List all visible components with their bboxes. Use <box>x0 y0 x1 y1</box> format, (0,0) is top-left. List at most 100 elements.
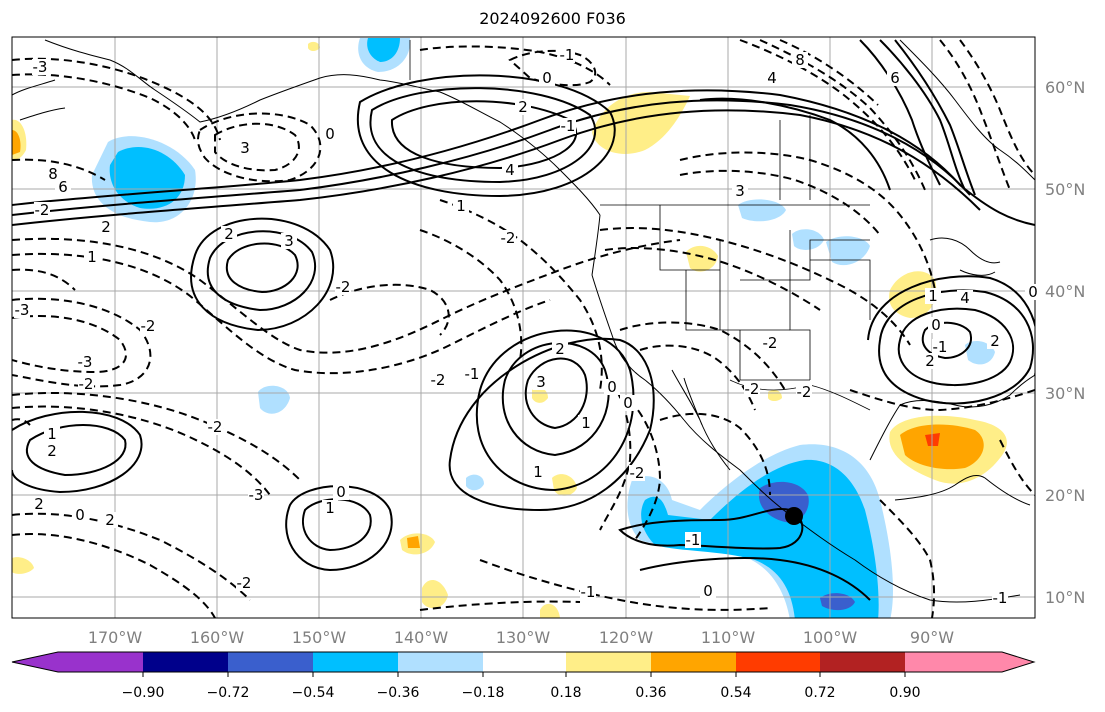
contour-label: 2 <box>47 442 57 460</box>
contour-label-bg <box>237 140 253 156</box>
contour-label: 2 <box>925 352 935 370</box>
lon-label: 170°W <box>88 628 143 647</box>
contour-label: -2 <box>237 574 252 592</box>
contour-label: 4 <box>767 69 777 87</box>
contour-label: 1 <box>325 499 335 517</box>
contour-label-bg <box>744 381 760 397</box>
contour-label-bg <box>34 202 50 218</box>
contour-label-bg <box>453 198 469 214</box>
contour-label: -1 <box>560 46 575 64</box>
contour-label: -2 <box>79 375 94 393</box>
contour-label: 2 <box>224 225 234 243</box>
colorbar-outline <box>11 651 1036 673</box>
colorbar-segment <box>143 652 228 672</box>
contour-label-bg <box>792 52 808 68</box>
contour-label-bg <box>78 376 94 392</box>
contour-label-bg <box>1025 284 1041 300</box>
lon-label: 130°W <box>496 628 551 647</box>
colorbar-segment <box>566 652 651 672</box>
contour-label-bg <box>102 512 118 528</box>
colorbar-segment <box>651 652 736 672</box>
contour-label: -1 <box>933 338 948 356</box>
colorbar-tick-label: −0.90 <box>122 685 165 701</box>
contour-label-bg <box>580 584 596 600</box>
contour-label-bg <box>45 166 61 182</box>
contour-label: 0 <box>75 506 85 524</box>
contour-label: -2 <box>208 418 223 436</box>
shade-positive-sw <box>768 390 782 401</box>
lat-label: 30°N <box>1045 384 1085 403</box>
contour-label-bg <box>84 249 100 265</box>
lon-label: 90°W <box>910 628 954 647</box>
contour-label-bg <box>887 70 903 86</box>
contour-label-bg <box>560 118 576 134</box>
contour-label-bg <box>604 379 620 395</box>
coast-hudson <box>899 39 1035 181</box>
shade-positive-small5 <box>540 603 560 618</box>
shade-positive-westcanada <box>686 245 718 272</box>
lon-label: 150°W <box>292 628 347 647</box>
contour-label-bg <box>928 317 944 333</box>
contour-label: 2 <box>990 332 1000 350</box>
contour-label: 4 <box>960 289 970 307</box>
lat-label: 60°N <box>1045 78 1085 97</box>
coast-west-canada <box>591 214 601 276</box>
contour-label-bg <box>464 366 480 382</box>
shade-negative-pacific-30n <box>258 385 290 414</box>
contour-label: 3 <box>240 139 250 157</box>
contour-label: -2 <box>336 278 351 296</box>
colorbar-segment <box>228 652 313 672</box>
contour-label-bg <box>533 374 549 390</box>
contour-label-bg <box>987 333 1003 349</box>
contour-label-bg <box>685 532 701 548</box>
contour-label-bg <box>98 219 114 235</box>
lon-label: 100°W <box>803 628 858 647</box>
contour-label: -1 <box>686 531 701 549</box>
contour-label-bg <box>322 500 338 516</box>
contour-label-bg <box>762 335 778 351</box>
storm-center-marker <box>785 507 803 525</box>
colorbar-tick-label: 0.54 <box>720 685 751 701</box>
colorbar-segment <box>313 652 398 672</box>
contour-label: -2 <box>141 317 156 335</box>
contour-label: 1 <box>47 425 57 443</box>
contour-label-bg <box>430 372 446 388</box>
contour-label-bg <box>14 302 30 318</box>
contour-label: 6 <box>58 178 68 196</box>
colorbar-tick-label: 0.18 <box>550 685 581 701</box>
contour-label-bg <box>764 70 780 86</box>
contour-label-bg <box>530 464 546 480</box>
contour-label: 0 <box>542 69 552 87</box>
lat-label: 20°N <box>1045 486 1085 505</box>
coast-mexico-pacific <box>683 419 1021 603</box>
shade-positive-small2 <box>422 579 448 609</box>
contours-positive <box>12 39 1035 601</box>
contour-label: 2 <box>101 218 111 236</box>
contour-label: -3 <box>249 486 264 504</box>
coast-us-west <box>591 274 685 421</box>
contour-label-bg <box>932 339 948 355</box>
contours-negative <box>12 39 1035 618</box>
colorbar-tick-label: −0.54 <box>292 685 335 701</box>
colorbar-extend-low <box>12 652 58 672</box>
contour-label: -1 <box>561 117 576 135</box>
colorbar-extend-high <box>1002 652 1034 672</box>
shade-positive-small1-core <box>407 536 420 548</box>
contour-label: 2 <box>518 98 528 116</box>
colorbar-segment <box>58 652 143 672</box>
contour-label: 3 <box>536 373 546 391</box>
colorbar-segment <box>398 652 483 672</box>
contour-label-bg <box>207 419 223 435</box>
colorbar-segments <box>12 652 1034 672</box>
anomaly-shading <box>12 38 1007 618</box>
coast-baja <box>671 369 731 471</box>
contour-label: 3 <box>284 232 294 250</box>
colorbar-segment <box>820 652 905 672</box>
contour-label-bg <box>700 583 716 599</box>
contour-label: -3 <box>15 301 30 319</box>
contour-label-bg <box>552 341 568 357</box>
colorbar-segment <box>905 652 1002 672</box>
contour-label-bg <box>55 179 71 195</box>
